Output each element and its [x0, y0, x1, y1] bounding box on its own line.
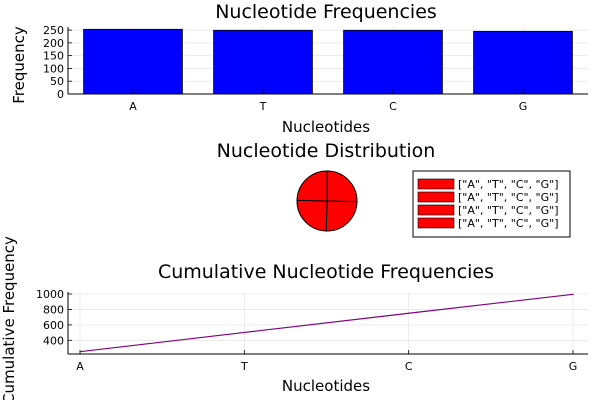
bar-xtick-label: C — [389, 100, 397, 113]
line-ytick-label: 800 — [43, 303, 64, 316]
pie-slice — [296, 199, 328, 232]
bar-ytick-label: 50 — [50, 75, 64, 88]
pie-chart-title: Nucleotide Distribution — [217, 140, 436, 162]
pie-legend-label: ["A", "T", "C", "G"] — [458, 178, 559, 191]
bar-G — [473, 30, 573, 95]
bar-ytick-label: 100 — [43, 62, 64, 75]
pie-slice — [296, 170, 328, 202]
bar-ytick-label: 0 — [57, 88, 64, 101]
pie-legend-swatch — [417, 178, 455, 190]
line-chart-title: Cumulative Nucleotide Frequencies — [158, 261, 494, 283]
line-ytick-label: 400 — [43, 334, 64, 347]
pie-legend-swatch — [417, 217, 455, 229]
bar-chart-title: Nucleotide Frequencies — [215, 1, 437, 23]
pie-legend-label: ["A", "T", "C", "G"] — [458, 204, 559, 217]
bar-xtick-label: A — [129, 100, 137, 113]
pie-legend-label: ["A", "T", "C", "G"] — [458, 191, 559, 204]
pie-legend-swatch — [417, 191, 455, 203]
line-chart-xlabel: Nucleotides — [282, 377, 370, 395]
bar-xtick-label: G — [519, 100, 528, 113]
line-xtick-label: A — [76, 360, 84, 373]
line-xtick-label: C — [405, 360, 413, 373]
line-point-G — [572, 293, 574, 295]
line-chart-ylabel: Cumulative Frequency — [0, 236, 18, 400]
bar-chart-ylabel: Frequency — [10, 26, 28, 104]
bar-C — [343, 29, 443, 95]
pie-slice — [325, 200, 358, 232]
bar-chart-xlabel: Nucleotides — [282, 118, 370, 136]
bar-ytick-label: 200 — [43, 37, 64, 50]
pie-legend: ["A", "T", "C", "G"]["A", "T", "C", "G"]… — [412, 170, 571, 238]
pie-legend-label: ["A", "T", "C", "G"] — [458, 217, 559, 230]
pie-chart: Nucleotide Distribution ["A", "T", "C", … — [217, 140, 571, 238]
bar-ytick-label: 250 — [43, 24, 64, 37]
line-ytick-label: 600 — [43, 319, 64, 332]
line-point-A — [79, 351, 81, 353]
pie-slice — [326, 170, 358, 203]
bar-A — [83, 28, 183, 95]
bar-T — [213, 29, 313, 95]
line-point-T — [243, 331, 245, 334]
bar-ytick-label: 150 — [43, 50, 64, 63]
pie-legend-swatch — [417, 204, 455, 216]
bar-xtick-label: T — [259, 100, 267, 113]
line-chart: Cumulative Nucleotide Frequencies 400 600… — [0, 236, 588, 400]
line-ytick-label: 1000 — [36, 288, 64, 301]
line-xtick-label: G — [569, 360, 578, 373]
line-series-cumulative — [79, 293, 574, 353]
line-point-C — [408, 312, 410, 314]
line-xtick-label: T — [240, 360, 248, 373]
